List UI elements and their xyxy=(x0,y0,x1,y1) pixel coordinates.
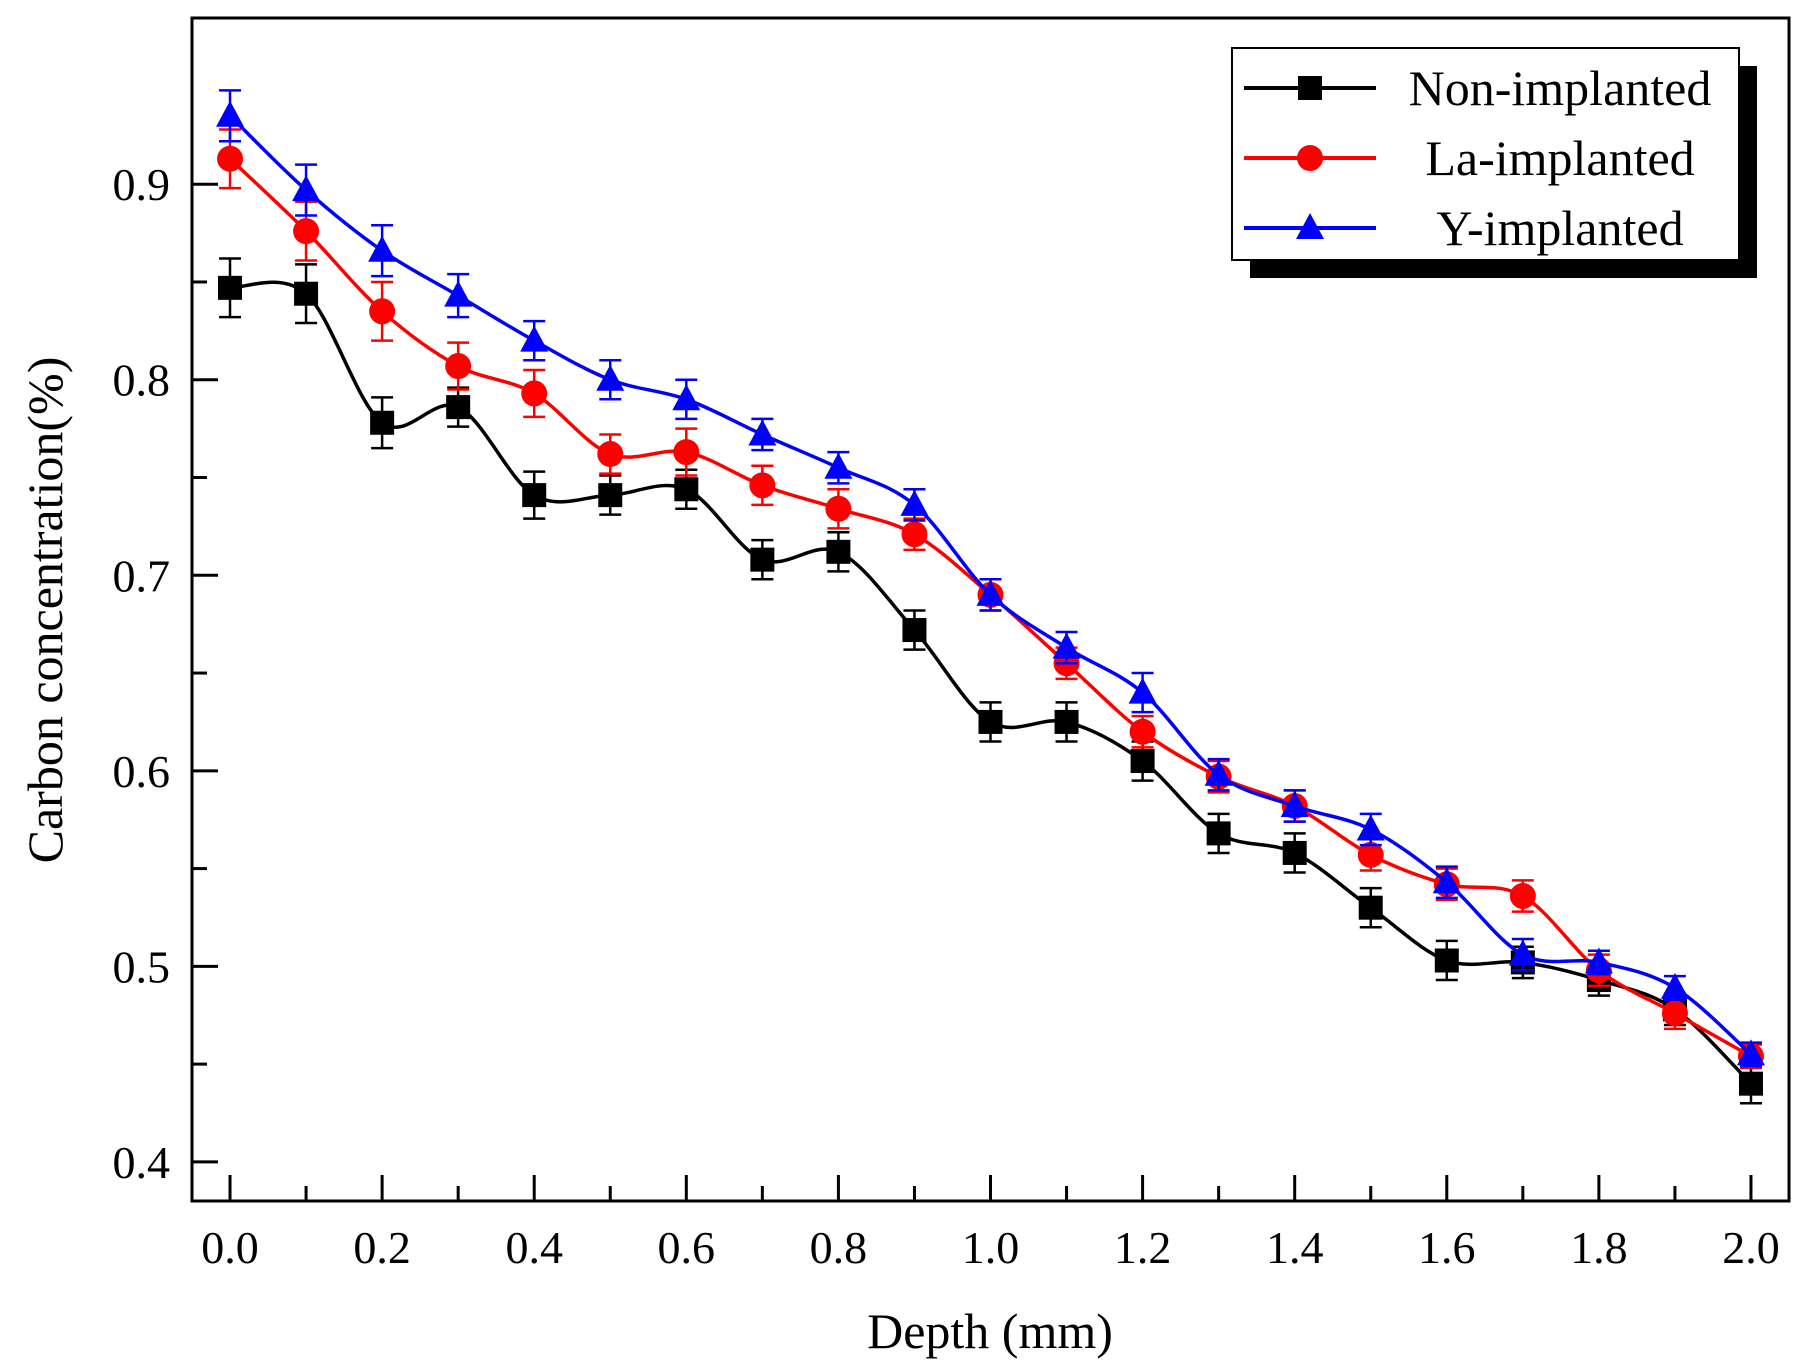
data-point-marker xyxy=(978,709,1003,734)
data-point-marker xyxy=(1432,867,1461,894)
legend-label: Non-implanted xyxy=(1409,60,1712,116)
legend: Non-implanted La-implanted Y-implanted xyxy=(1231,47,1757,278)
x-tick-label: 0.8 xyxy=(810,1222,868,1273)
data-point-marker xyxy=(294,281,319,306)
data-point-marker xyxy=(1280,791,1309,818)
data-point-marker xyxy=(1356,814,1385,841)
x-tick-label: 0.2 xyxy=(353,1222,411,1273)
y-tick-label: 0.7 xyxy=(113,550,171,601)
y-tick-label: 0.4 xyxy=(113,1137,171,1188)
data-point-marker xyxy=(521,380,548,407)
data-point-marker xyxy=(1298,76,1322,100)
legend-label: La-implanted xyxy=(1425,130,1694,186)
series-layer xyxy=(216,89,1765,1105)
data-point-marker xyxy=(217,145,244,172)
data-point-marker xyxy=(976,579,1005,606)
x-tick-label: 0.6 xyxy=(658,1222,716,1273)
data-point-marker xyxy=(369,298,396,325)
data-point-marker xyxy=(293,218,320,245)
data-point-marker xyxy=(825,495,852,522)
data-point-marker xyxy=(218,275,243,300)
data-point-marker xyxy=(1738,1071,1763,1096)
data-point-marker xyxy=(1661,1000,1688,1027)
data-point-marker xyxy=(292,175,321,202)
data-point-marker xyxy=(1052,632,1081,659)
data-point-marker xyxy=(1584,947,1613,974)
data-point-marker xyxy=(900,489,929,516)
data-point-marker xyxy=(1357,841,1384,868)
x-tick-label: 1.2 xyxy=(1114,1222,1172,1273)
data-point-marker xyxy=(446,395,471,420)
data-point-marker xyxy=(749,472,776,499)
data-point-marker xyxy=(824,452,853,479)
data-point-marker xyxy=(216,100,245,127)
data-point-marker xyxy=(1054,709,1079,734)
data-point-marker xyxy=(1297,145,1323,171)
data-point-marker xyxy=(674,477,699,502)
data-point-marker xyxy=(520,325,549,352)
legend-label: Y-implanted xyxy=(1436,200,1683,256)
data-point-marker xyxy=(1204,759,1233,786)
x-tick-label: 0.0 xyxy=(201,1222,259,1273)
y-tick-label: 0.9 xyxy=(113,159,171,210)
y-tick-label: 0.6 xyxy=(113,746,171,797)
data-point-marker xyxy=(368,235,397,262)
data-point-marker xyxy=(901,521,928,548)
data-point-marker xyxy=(1206,821,1231,846)
data-point-marker xyxy=(1508,939,1537,966)
data-point-marker xyxy=(1128,677,1157,704)
data-point-marker xyxy=(596,364,625,391)
data-point-marker xyxy=(750,547,775,572)
data-point-marker xyxy=(597,441,624,468)
data-point-marker xyxy=(826,539,851,564)
legend-entries: Non-implanted La-implanted Y-implanted xyxy=(1244,60,1711,256)
data-point-marker xyxy=(522,483,547,508)
data-point-marker xyxy=(1509,882,1536,909)
data-point-marker xyxy=(444,280,473,307)
data-point-marker xyxy=(1282,840,1307,865)
x-tick-label: 0.4 xyxy=(505,1222,563,1273)
y-tick-label: 0.8 xyxy=(113,355,171,406)
y-tick-label: 0.5 xyxy=(113,941,171,992)
data-point-marker xyxy=(902,618,927,643)
data-point-marker xyxy=(1129,718,1156,745)
series-y-implanted xyxy=(216,89,1765,1068)
data-point-marker xyxy=(598,483,623,508)
x-axis-title: Depth (mm) xyxy=(867,1303,1113,1359)
data-point-marker xyxy=(370,410,395,435)
x-tick-label: 1.0 xyxy=(962,1222,1020,1273)
data-point-marker xyxy=(672,384,701,411)
data-point-marker xyxy=(445,353,472,380)
data-point-marker xyxy=(1296,213,1324,239)
data-point-marker xyxy=(1660,972,1689,999)
x-tick-label: 1.6 xyxy=(1418,1222,1476,1273)
data-point-marker xyxy=(1736,1039,1765,1066)
x-tick-label: 1.4 xyxy=(1266,1222,1324,1273)
x-tick-label: 1.8 xyxy=(1570,1222,1628,1273)
data-point-marker xyxy=(673,439,700,466)
data-point-marker xyxy=(748,419,777,446)
data-point-marker xyxy=(1130,749,1155,774)
x-tick-label: 2.0 xyxy=(1722,1222,1780,1273)
axes-layer: 0.0 0.2 0.4 0.6 0.8 1.0 1.2 1.4 1.6 1.8 2.0 0.4 0.5 0… xyxy=(113,159,1780,1273)
y-axis-title: Carbon concentration(%) xyxy=(17,357,73,864)
data-point-marker xyxy=(1434,948,1459,973)
data-point-marker xyxy=(1358,895,1383,920)
